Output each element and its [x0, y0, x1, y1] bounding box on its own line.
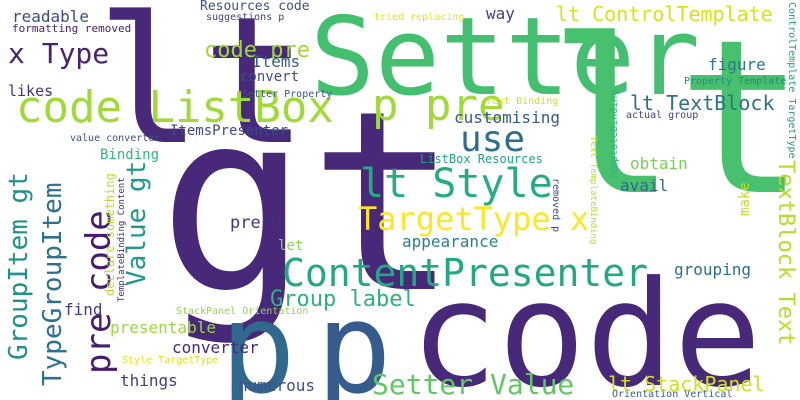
word-style-targettype: Style TargetType [122, 355, 219, 366]
word-text-templatebinding: Text TemplateBinding [588, 136, 598, 245]
word-typegroupitem: TypeGroupItem [38, 182, 68, 387]
word-p-right: p [316, 275, 392, 400]
word-text-binding: Text Binding [486, 96, 559, 107]
word-formatting-removed: formatting removed [12, 22, 132, 35]
word-actual-group: actual group [626, 110, 699, 121]
word-stackpanel-orientation: StackPanel Orientation [176, 306, 309, 317]
word-orientation-vertical: Orientation Vertical [612, 389, 733, 400]
word-setter-value: Setter Value [372, 368, 575, 400]
word-numerous: numerous [238, 376, 316, 395]
word-customising: customising [454, 108, 560, 127]
word-lt-large: lt [96, 0, 308, 184]
word-setter: Setter [310, 0, 701, 120]
word-removed-p: removed p [550, 178, 561, 233]
word-templatebinding-content: TemplateBinding Content [117, 177, 127, 302]
word-code-pre: code pre [204, 38, 310, 63]
word-templatebinding: TemplateBinding [609, 89, 620, 180]
word-let: let [278, 238, 304, 254]
word-lt-stackpanel: lt StackPanel [608, 372, 765, 396]
word-value-gt: Value gt [122, 160, 152, 286]
word-suggestions-p: suggestions p [206, 12, 285, 23]
word-avail: avail [620, 176, 669, 195]
word-targettype-x: TargetType x [358, 200, 590, 238]
word-controltemplate-targettype: ControlTemplate TargetType [786, 2, 797, 159]
word-lt-controltemplate: lt ControlTemplate [556, 2, 773, 26]
word-code-listbox: code ListBox [16, 82, 334, 133]
word-contentpresenter: ContentPresenter [282, 251, 649, 295]
word-binding: Binding [100, 147, 160, 163]
word-textblock-text: TextBlock Text [773, 160, 798, 346]
word-itemspresenter: ItemsPresenter [170, 123, 289, 139]
word-p-left: p [220, 275, 296, 400]
word-use: use [460, 119, 526, 160]
word-code: code [410, 250, 762, 400]
word-converter: converter [172, 338, 259, 357]
word-declare-something: declare something [103, 173, 117, 296]
word-p-pre: p pre [372, 80, 505, 131]
word-resources-code: Resources code [200, 0, 310, 14]
word-convert: convert [240, 69, 300, 85]
word-lt-style: lt Style [360, 161, 553, 207]
word-lt-right: lt [548, 0, 800, 243]
word-likes: likes [8, 82, 54, 100]
word-grouping: grouping [674, 260, 752, 279]
word-value-converter: value converter [70, 133, 161, 144]
word-pre-p: pre p [230, 213, 282, 233]
word-x-type: x Type [8, 37, 110, 70]
word-figure: figure [708, 55, 766, 74]
word-readable: readable [12, 7, 90, 26]
word-tried-replacing: tried replacing [374, 12, 465, 23]
word-setter-property: Setter Property [242, 89, 333, 100]
word-gt: gt [158, 57, 460, 348]
word-find: find [64, 300, 103, 319]
word-way: way [486, 4, 515, 23]
word-presentable: presentable [110, 318, 216, 337]
word-lt-textblock: lt TextBlock [630, 91, 775, 115]
word-things: things [120, 371, 178, 390]
word-make: make [737, 182, 753, 216]
word-group-label: Group label [270, 287, 416, 312]
word-groupitem-gt: GroupItem gt [4, 172, 34, 360]
word-items: Items [252, 52, 301, 71]
word-property-template: Property Template [684, 76, 787, 87]
word-listbox-resources: ListBox Resources [420, 152, 543, 166]
word-appearance: appearance [402, 232, 499, 251]
word-obtain: obtain [630, 154, 688, 173]
